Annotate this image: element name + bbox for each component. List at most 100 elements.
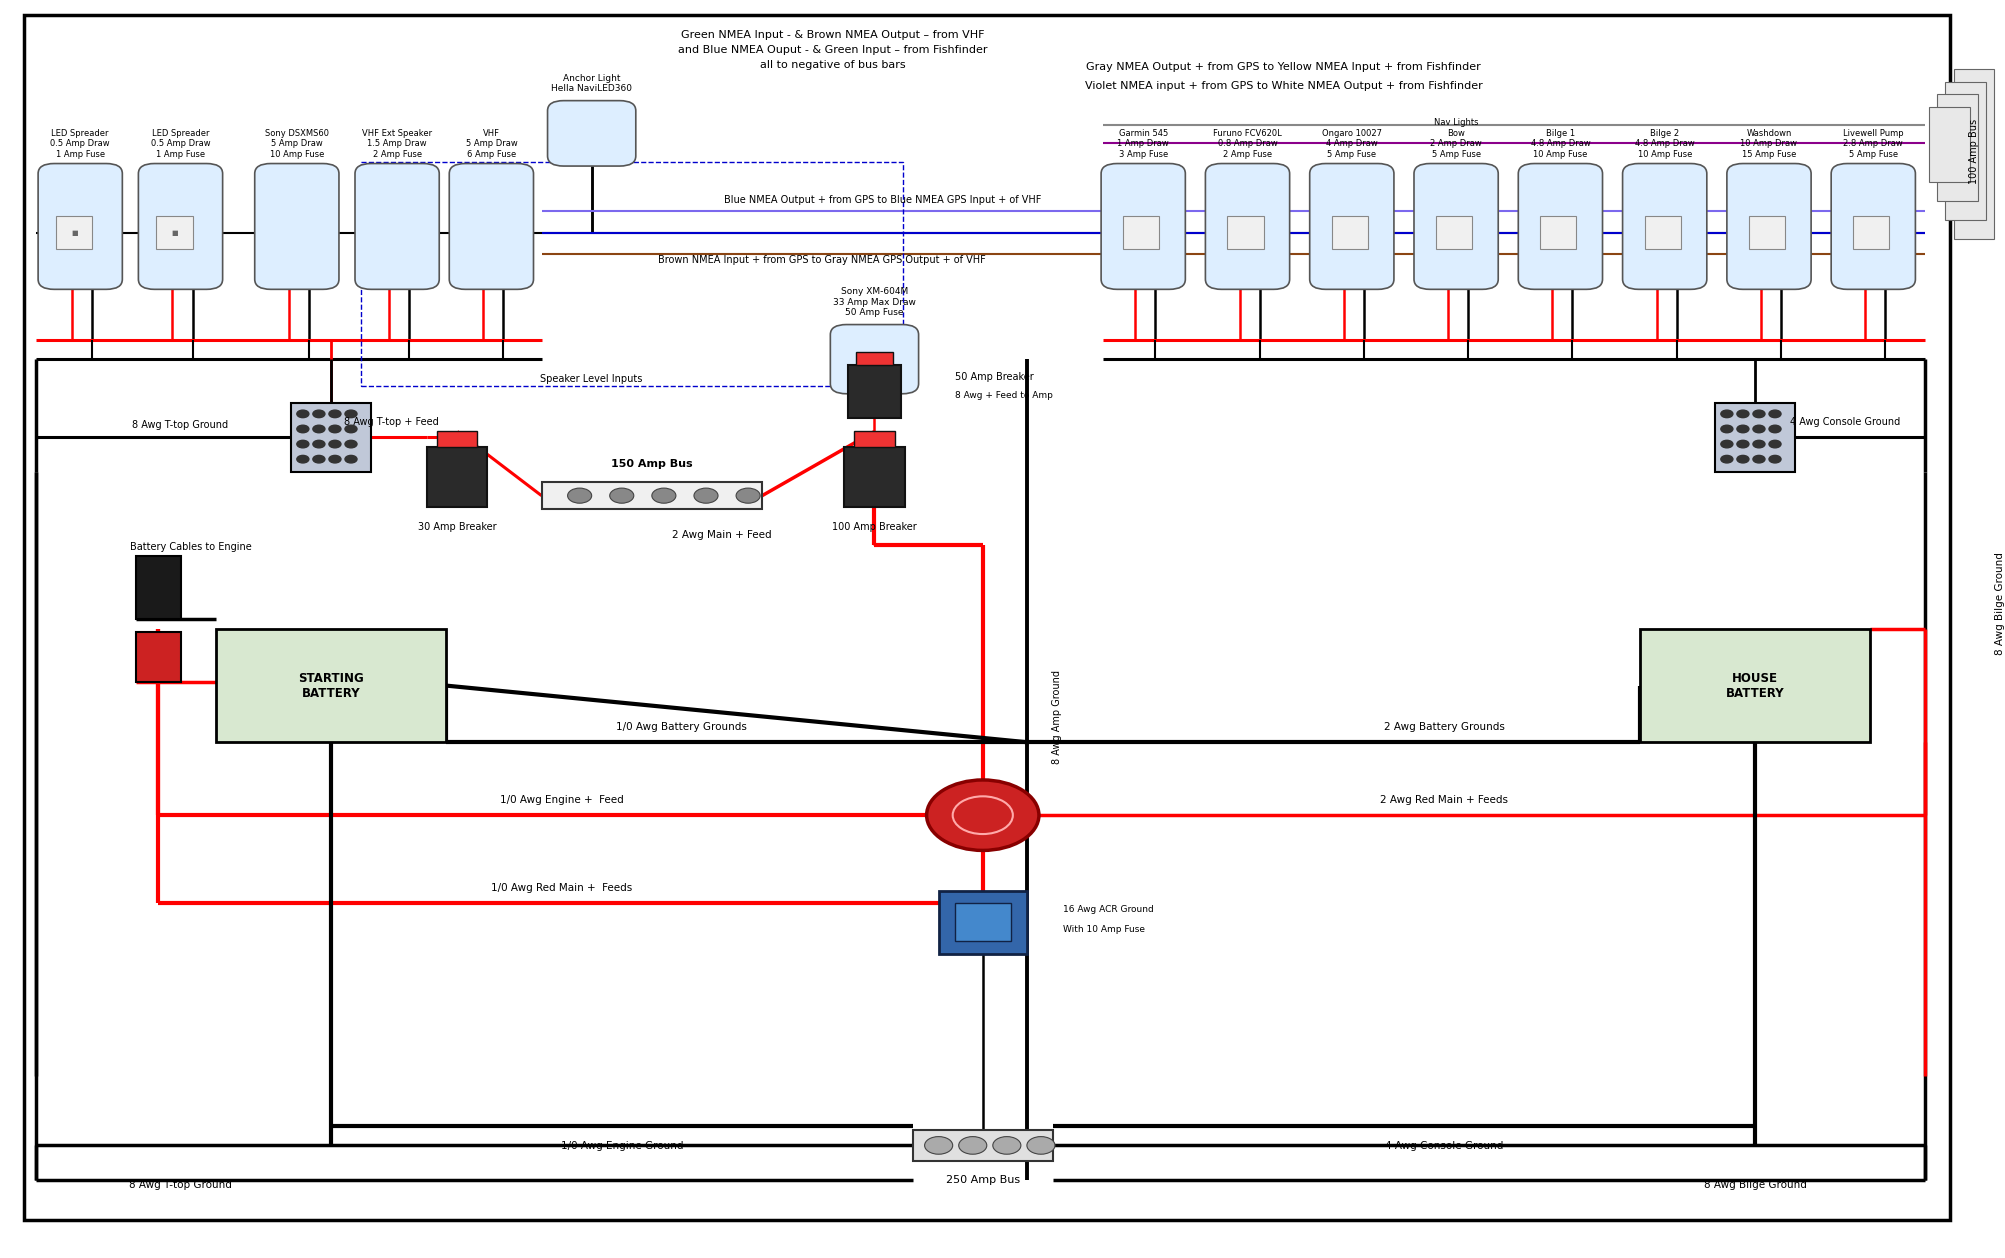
Text: Blue NMEA Output + from GPS to Blue NMEA GPS Input + of VHF: Blue NMEA Output + from GPS to Blue NMEA… (724, 195, 1041, 205)
FancyBboxPatch shape (830, 325, 918, 394)
Bar (856, 352, 892, 365)
Text: Nav Lights
Bow
2 Amp Draw
5 Amp Fuse: Nav Lights Bow 2 Amp Draw 5 Amp Fuse (1430, 118, 1482, 159)
Text: 1/0 Awg Red Main +  Feeds: 1/0 Awg Red Main + Feeds (491, 883, 632, 893)
Text: Bilge 2
4.8 Amp Draw
10 Amp Fuse: Bilge 2 4.8 Amp Draw 10 Amp Fuse (1634, 128, 1694, 159)
Circle shape (1720, 410, 1732, 418)
Text: Gray NMEA Output + from GPS to Yellow NMEA Input + from Fishfinder: Gray NMEA Output + from GPS to Yellow NM… (1087, 62, 1480, 72)
Circle shape (610, 488, 634, 503)
Text: 1/0 Awg Engine +  Feed: 1/0 Awg Engine + Feed (499, 795, 624, 805)
Text: With 10 Amp Fuse: With 10 Amp Fuse (1063, 925, 1145, 935)
Text: Garmin 545
1 Amp Draw
3 Amp Fuse: Garmin 545 1 Amp Draw 3 Amp Fuse (1117, 128, 1169, 159)
Text: 8 Awg T-top Ground: 8 Awg T-top Ground (128, 1180, 233, 1190)
Bar (848, 365, 900, 418)
Text: LED Spreader
0.5 Amp Draw
1 Amp Fuse: LED Spreader 0.5 Amp Draw 1 Amp Fuse (150, 128, 211, 159)
Circle shape (1720, 455, 1732, 463)
Circle shape (297, 455, 309, 463)
Circle shape (1768, 410, 1780, 418)
Text: Furuno FCV620L
0.8 Amp Draw
2 Amp Fuse: Furuno FCV620L 0.8 Amp Draw 2 Amp Fuse (1213, 128, 1281, 159)
FancyBboxPatch shape (1309, 164, 1393, 289)
Bar (1945, 82, 1985, 220)
Text: 100 Amp Bus: 100 Amp Bus (1967, 118, 1977, 184)
Circle shape (313, 440, 325, 448)
Circle shape (1768, 455, 1780, 463)
Text: 250 Amp Bus: 250 Amp Bus (944, 1175, 1019, 1185)
Circle shape (1752, 410, 1764, 418)
FancyBboxPatch shape (1518, 164, 1602, 289)
Circle shape (1720, 425, 1732, 433)
Bar (844, 447, 904, 507)
Circle shape (652, 488, 676, 503)
Text: STARTING
BATTERY: STARTING BATTERY (299, 672, 363, 699)
Text: 8 Awg Bilge Ground: 8 Awg Bilge Ground (1702, 1180, 1804, 1190)
Text: 16 Awg ACR Ground: 16 Awg ACR Ground (1063, 905, 1153, 915)
Circle shape (567, 488, 591, 503)
FancyBboxPatch shape (1831, 164, 1915, 289)
Circle shape (992, 1137, 1021, 1155)
Text: 2 Awg Battery Grounds: 2 Awg Battery Grounds (1383, 722, 1504, 732)
Text: Washdown
10 Amp Draw
15 Amp Fuse: Washdown 10 Amp Draw 15 Amp Fuse (1740, 128, 1796, 159)
Circle shape (1736, 440, 1748, 448)
Text: 8 Awg T-top + Feed: 8 Awg T-top + Feed (343, 418, 439, 426)
Text: ■: ■ (70, 230, 78, 235)
Circle shape (329, 425, 341, 433)
Circle shape (1720, 440, 1732, 448)
Bar (1929, 107, 1969, 182)
Text: Bilge 1
4.8 Amp Draw
10 Amp Fuse: Bilge 1 4.8 Amp Draw 10 Amp Fuse (1530, 128, 1590, 159)
Text: 2 Awg Main + Feed: 2 Awg Main + Feed (672, 530, 772, 540)
Circle shape (736, 488, 760, 503)
FancyBboxPatch shape (1726, 164, 1811, 289)
Text: Sony XM-604M
33 Amp Max Draw
50 Amp Fuse: Sony XM-604M 33 Amp Max Draw 50 Amp Fuse (832, 287, 916, 317)
Circle shape (313, 455, 325, 463)
Text: 50 Amp Breaker: 50 Amp Breaker (954, 372, 1033, 382)
FancyBboxPatch shape (355, 164, 439, 289)
Bar (1644, 216, 1680, 249)
Circle shape (694, 488, 718, 503)
Circle shape (924, 1137, 952, 1155)
Circle shape (313, 425, 325, 433)
FancyBboxPatch shape (1622, 164, 1706, 289)
Bar (1638, 629, 1869, 742)
Circle shape (1736, 410, 1748, 418)
Circle shape (345, 440, 357, 448)
Circle shape (1027, 1137, 1055, 1155)
Bar (215, 629, 445, 742)
Circle shape (345, 455, 357, 463)
Text: 4 Awg Console Ground: 4 Awg Console Ground (1788, 418, 1899, 426)
Circle shape (345, 410, 357, 418)
Circle shape (329, 410, 341, 418)
Circle shape (1736, 455, 1748, 463)
FancyBboxPatch shape (138, 164, 223, 289)
Text: and Blue NMEA Ouput - & Green Input – from Fishfinder: and Blue NMEA Ouput - & Green Input – fr… (678, 45, 986, 55)
Circle shape (329, 455, 341, 463)
Text: VHF
5 Amp Draw
6 Amp Fuse: VHF 5 Amp Draw 6 Amp Fuse (465, 128, 517, 159)
Text: 1/0 Awg Engine Ground: 1/0 Awg Engine Ground (559, 1141, 682, 1151)
Circle shape (313, 410, 325, 418)
Bar (156, 216, 192, 249)
Circle shape (1736, 425, 1748, 433)
FancyBboxPatch shape (255, 164, 339, 289)
Bar (136, 632, 180, 682)
Bar (854, 431, 894, 447)
Text: ■: ■ (170, 230, 178, 235)
FancyBboxPatch shape (38, 164, 122, 289)
Bar (541, 482, 762, 509)
Text: all to negative of bus bars: all to negative of bus bars (760, 60, 904, 70)
Bar (1714, 403, 1794, 472)
Bar (56, 216, 92, 249)
Text: HOUSE
BATTERY: HOUSE BATTERY (1724, 672, 1782, 699)
Bar (1937, 94, 1977, 201)
Text: 30 Amp Breaker: 30 Amp Breaker (417, 522, 497, 532)
Text: Sony DSXMS60
5 Amp Draw
10 Amp Fuse: Sony DSXMS60 5 Amp Draw 10 Amp Fuse (265, 128, 329, 159)
Text: 8 Awg + Feed to Amp: 8 Awg + Feed to Amp (954, 390, 1053, 400)
Text: 1/0 Awg Battery Grounds: 1/0 Awg Battery Grounds (616, 722, 748, 732)
Bar (954, 903, 1011, 941)
Text: LED Spreader
0.5 Amp Draw
1 Amp Fuse: LED Spreader 0.5 Amp Draw 1 Amp Fuse (50, 128, 110, 159)
Bar (1331, 216, 1367, 249)
Text: Speaker Level Inputs: Speaker Level Inputs (539, 374, 642, 384)
FancyBboxPatch shape (1414, 164, 1498, 289)
Text: 150 Amp Bus: 150 Amp Bus (612, 459, 692, 469)
Text: Green NMEA Input - & Brown NMEA Output – from VHF: Green NMEA Input - & Brown NMEA Output –… (680, 30, 984, 40)
Text: Ongaro 10027
4 Amp Draw
5 Amp Fuse: Ongaro 10027 4 Amp Draw 5 Amp Fuse (1321, 128, 1381, 159)
Bar (136, 556, 180, 619)
Bar (938, 891, 1027, 954)
